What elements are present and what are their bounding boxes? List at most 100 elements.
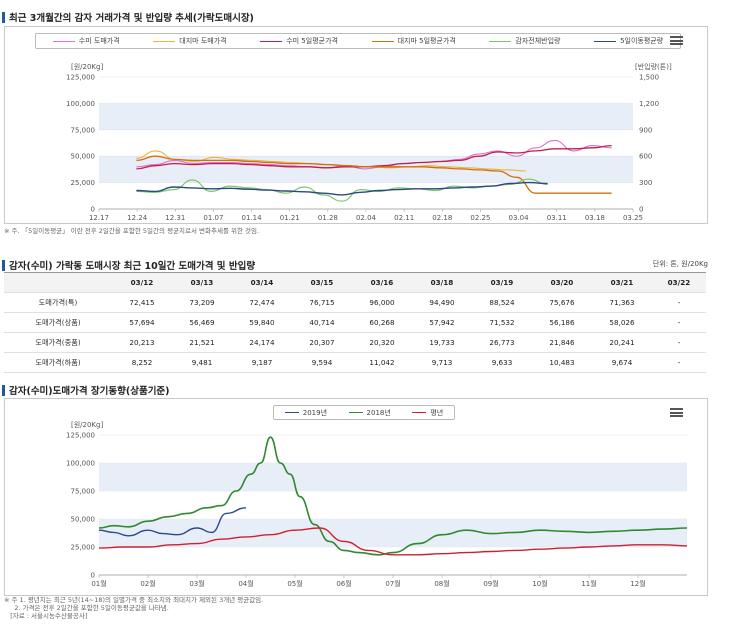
table-cell: 56,186	[532, 312, 592, 333]
y-tick-label: 0	[91, 572, 95, 580]
y2-axis-label: [반입량(톤)]	[635, 62, 672, 71]
table-cell: 21,846	[532, 332, 592, 353]
table-cell: 94,490	[412, 292, 472, 313]
table-cell: 20,307	[292, 332, 352, 353]
table-header-row: 03/12 03/13 03/14 03/15 03/16 03/18 03/1…	[4, 272, 706, 293]
legend-2019[interactable]: 2019년	[284, 408, 327, 418]
title-bar-decoration	[2, 259, 5, 271]
x-tick-label: 03.11	[547, 214, 567, 222]
legend-2018[interactable]: 2018년	[348, 408, 391, 418]
y2-tick-label: 0	[639, 206, 643, 214]
table-cell: 40,714	[292, 312, 352, 333]
series-line-4	[136, 155, 612, 194]
section1-note: ※ 주. 「5일이동평균」 이란 전후 2일간을 포함한 5일간의 평균치로서 …	[4, 227, 260, 235]
table-cell: -	[652, 292, 706, 313]
y-tick-label: 125,000	[66, 74, 95, 82]
legend-daejima-price[interactable]: 대지마 도매가격	[153, 36, 227, 46]
y-tick-label: 100,000	[66, 460, 95, 468]
x-tick-label: 07월	[385, 579, 400, 588]
table-row-label: 도매가격(하품)	[4, 352, 112, 373]
series-line-2	[98, 436, 688, 556]
table-cell: 60,268	[352, 312, 412, 333]
table-cell: 75,676	[532, 292, 592, 313]
table-col-header: 03/15	[292, 272, 352, 293]
y-tick-label: 75,000	[71, 126, 96, 134]
y-axis-label: [원/20Kg]	[71, 62, 103, 71]
table-cell: 96,000	[352, 292, 412, 313]
section3-note: ※ 주 1. 평년치는 최근 5년(14~18)의 일별가격 중 최소치와 최대…	[4, 596, 264, 620]
y-tick-label: 50,000	[71, 516, 96, 524]
table-corner	[4, 272, 112, 293]
x-tick-label: 01월	[91, 579, 106, 588]
x-tick-label: 12.24	[127, 214, 148, 222]
chart-menu-icon[interactable]	[670, 36, 683, 45]
x-tick-label: 11월	[581, 579, 596, 588]
trend-chart-svg: 0 25,000 50,000 75,000 100,000 125,000 0 300 600…	[66, 62, 672, 222]
grid-band	[99, 463, 687, 491]
y-tick-label: 125,000	[66, 432, 95, 440]
longterm-chart-legend[interactable]: 2019년 2018년 평년	[273, 405, 455, 420]
section3-title-text: 감자(수미)도매가격 장기동향(상품기준)	[9, 386, 170, 397]
table-col-header: 03/22	[652, 272, 706, 293]
table-row: 도매가격(하품) 8,252 9,481 9,187 9,594 11,042 9,713 9…	[4, 352, 706, 373]
x-tick-label: 01.21	[280, 214, 300, 222]
table-cell: 8,252	[112, 352, 172, 373]
legend-volume[interactable]: 감자전체반입량	[489, 36, 560, 46]
longterm-chart-panel: 2019년 2018년 평년 0 25,000 50,000 75,000 100,00…	[4, 398, 708, 596]
x-tick-label: 03.18	[585, 214, 605, 222]
table-row-label: 도매가격(상품)	[4, 312, 112, 333]
legend-volume-avg[interactable]: 5일이동평균량	[594, 36, 663, 46]
table-cell: 76,715	[292, 292, 352, 313]
grid-band	[99, 519, 687, 547]
chart-menu-icon[interactable]	[670, 408, 683, 417]
legend-normal-year[interactable]: 평년	[412, 408, 443, 418]
y2-tick-label: 900	[639, 126, 652, 134]
x-tick-label: 01.07	[203, 214, 223, 222]
section2-title: 감자(수미) 가락동 도매시장 최근 10일간 도매가격 및 반입량	[2, 258, 255, 272]
series-line-6	[136, 181, 548, 196]
table-cell: 9,674	[592, 352, 652, 373]
table-cell: 9,187	[232, 352, 292, 373]
x-tick-label: 09월	[483, 579, 498, 588]
series-line-1	[98, 507, 247, 537]
longterm-chart-svg: 0 25,000 50,000 75,000 100,000 125,000 [원/20Kg…	[66, 420, 688, 588]
table-col-header: 03/13	[172, 272, 232, 293]
y-tick-label: 50,000	[71, 153, 96, 161]
section3-title: 감자(수미)도매가격 장기동향(상품기준)	[2, 383, 170, 397]
table-row-label: 도매가격(특)	[4, 292, 112, 313]
y-tick-label: 25,000	[71, 179, 96, 187]
table-row: 도매가격(중품) 20,213 21,521 24,174 20,307 20,320 19…	[4, 332, 706, 353]
x-tick-label: 02.18	[432, 214, 452, 222]
x-tick-label: 05월	[287, 579, 302, 588]
table-col-header: 03/12	[112, 272, 172, 293]
table-cell: 11,042	[352, 352, 412, 373]
legend-sumi-avg[interactable]: 수미 5일평균가격	[260, 36, 338, 46]
table-cell: 20,320	[352, 332, 412, 353]
table-cell: 19,733	[412, 332, 472, 353]
legend-daejima-avg[interactable]: 대지마 5일평균가격	[371, 36, 456, 46]
table-cell: -	[652, 332, 706, 353]
section1-title: 최근 3개월간의 감자 거래가격 및 반입량 추세(가락도매시장)	[2, 10, 254, 24]
table-cell: 58,026	[592, 312, 652, 333]
x-tick-label: 02월	[140, 579, 155, 588]
section1-title-text: 최근 3개월간의 감자 거래가격 및 반입량 추세(가락도매시장)	[9, 13, 254, 24]
table-row: 도매가격(특) 72,415 73,209 72,474 76,715 96,000 94,…	[4, 292, 706, 313]
x-tick-label: 10월	[532, 579, 547, 588]
x-tick-label: 03.25	[623, 214, 643, 222]
x-tick-label: 01.14	[242, 214, 263, 222]
table-cell: 9,594	[292, 352, 352, 373]
trend-chart-legend[interactable]: 수미 도매가격 대지마 도매가격 수미 5일평균가격 대지마 5일평균가격 감자…	[35, 33, 681, 49]
x-tick-label: 02.25	[470, 214, 490, 222]
title-bar-decoration	[2, 11, 5, 23]
x-tick-label: 12.17	[89, 214, 109, 222]
y-tick-label: 100,000	[66, 100, 95, 108]
table-col-header: 03/14	[232, 272, 292, 293]
x-tick-label: 03.04	[509, 214, 530, 222]
legend-sumi-price[interactable]: 수미 도매가격	[52, 36, 120, 46]
x-tick-label: 04월	[238, 579, 253, 588]
y-tick-label: 25,000	[71, 544, 96, 552]
table-cell: -	[652, 312, 706, 333]
table-col-header: 03/18	[412, 272, 472, 293]
table-col-header: 03/19	[472, 272, 532, 293]
section2-title-text: 감자(수미) 가락동 도매시장 최근 10일간 도매가격 및 반입량	[9, 261, 256, 272]
